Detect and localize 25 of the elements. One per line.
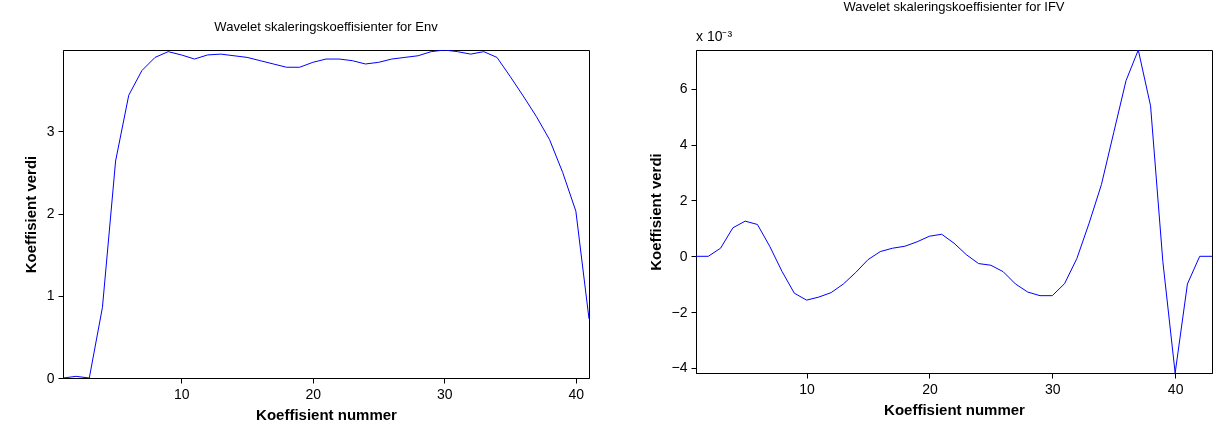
y-tick-label: 2 xyxy=(46,205,55,222)
y-tick-label: 1 xyxy=(46,287,55,304)
text: x 10⁻³ xyxy=(696,28,733,44)
x-tick-label: 10 xyxy=(799,380,816,397)
x-tick-label: 40 xyxy=(568,385,585,402)
x-tick-label: 10 xyxy=(174,385,190,402)
x-tick-label: 20 xyxy=(305,385,322,402)
y-tick-label: 3 xyxy=(46,122,55,139)
y-tick-label: 0 xyxy=(46,369,55,386)
y-tick-label: 0 xyxy=(679,247,688,264)
x-axis-title: Koeffisient nummer xyxy=(884,400,1026,418)
x-tick-label: 30 xyxy=(1045,380,1061,397)
y-tick-label: 4 xyxy=(679,136,688,153)
x-tick-label: 30 xyxy=(437,385,453,402)
y-tick-label: −2 xyxy=(671,303,688,320)
y-tick-label: −4 xyxy=(671,359,688,376)
chart-title: Wavelet skaleringskoeffisienter for Env xyxy=(214,19,439,34)
x-tick-label: 20 xyxy=(922,380,938,397)
x-axis-title: Koeffisient nummer xyxy=(256,405,398,423)
y-tick-label: 2 xyxy=(679,191,688,208)
x-tick-label: 40 xyxy=(1167,380,1184,397)
y-tick-label: 6 xyxy=(679,80,688,97)
chart-title: Wavelet skaleringskoeffisienter for IFV xyxy=(843,0,1065,14)
y-axis-title: Koeffisient verdi xyxy=(646,153,664,271)
y-axis-title: Koeffisient verdi xyxy=(21,155,39,274)
